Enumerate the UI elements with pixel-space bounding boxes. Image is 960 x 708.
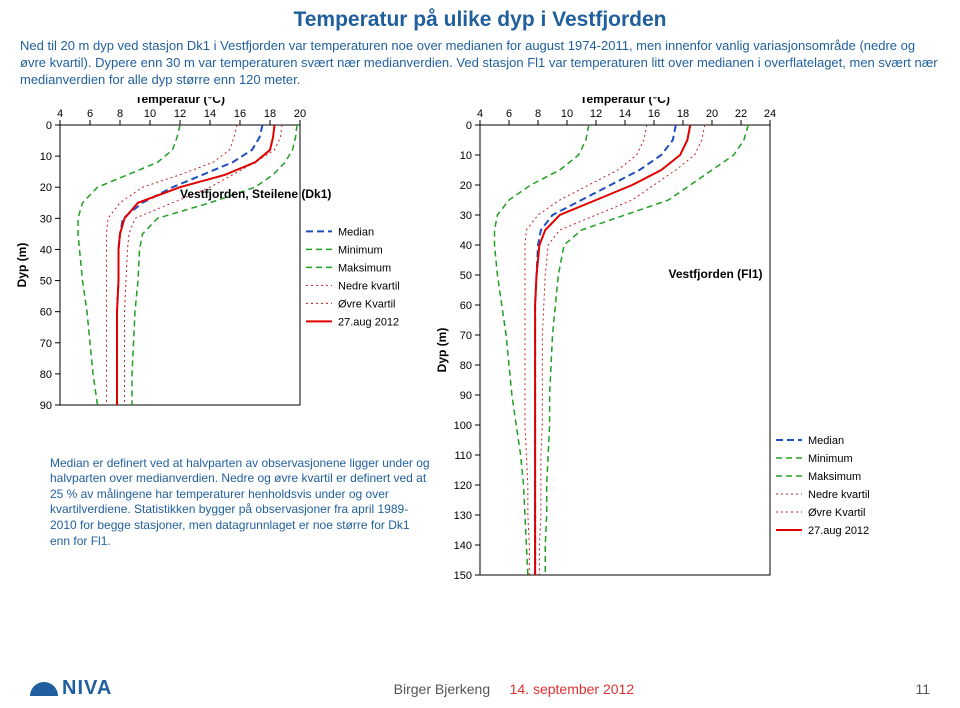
svg-text:Øvre Kvartil: Øvre Kvartil <box>338 298 395 310</box>
niva-logo: NIVA <box>30 677 112 700</box>
svg-text:16: 16 <box>234 108 246 120</box>
svg-text:150: 150 <box>454 570 472 582</box>
svg-text:8: 8 <box>535 108 541 120</box>
svg-text:70: 70 <box>40 337 52 349</box>
svg-text:18: 18 <box>264 108 276 120</box>
svg-text:Nedre kvartil: Nedre kvartil <box>808 489 870 501</box>
caption-text: Median er definert ved at halvparten av … <box>50 456 430 550</box>
svg-text:12: 12 <box>590 108 602 120</box>
svg-text:6: 6 <box>506 108 512 120</box>
svg-text:Nedre kvartil: Nedre kvartil <box>338 280 400 292</box>
svg-text:30: 30 <box>40 213 52 225</box>
intro-text: Ned til 20 m dyp ved stasjon Dk1 i Vestf… <box>20 38 940 89</box>
svg-text:Minimum: Minimum <box>808 453 853 465</box>
svg-text:27.aug 2012: 27.aug 2012 <box>808 525 869 537</box>
svg-text:50: 50 <box>460 270 472 282</box>
svg-text:6: 6 <box>87 108 93 120</box>
svg-text:Median: Median <box>338 226 374 238</box>
footer-author: Birger Bjerkeng <box>394 681 491 697</box>
svg-text:20: 20 <box>460 180 472 192</box>
svg-text:14: 14 <box>619 108 631 120</box>
svg-text:0: 0 <box>466 120 472 132</box>
svg-text:4: 4 <box>477 108 483 120</box>
svg-text:20: 20 <box>706 108 718 120</box>
svg-text:0: 0 <box>46 120 52 132</box>
svg-text:18: 18 <box>677 108 689 120</box>
svg-text:60: 60 <box>40 306 52 318</box>
svg-text:70: 70 <box>460 330 472 342</box>
svg-text:90: 90 <box>460 390 472 402</box>
svg-text:90: 90 <box>40 400 52 412</box>
svg-text:60: 60 <box>460 300 472 312</box>
svg-text:10: 10 <box>460 150 472 162</box>
svg-text:20: 20 <box>40 182 52 194</box>
svg-text:100: 100 <box>454 420 472 432</box>
svg-text:Temperatur (°C): Temperatur (°C) <box>580 97 670 106</box>
svg-text:Dyp (m): Dyp (m) <box>15 242 29 287</box>
svg-text:16: 16 <box>648 108 660 120</box>
svg-text:110: 110 <box>454 450 472 462</box>
svg-text:27.aug 2012: 27.aug 2012 <box>338 316 399 328</box>
footer-center: Birger Bjerkeng 14. september 2012 <box>394 681 634 697</box>
svg-text:24: 24 <box>764 108 776 120</box>
svg-text:Temperatur (°C): Temperatur (°C) <box>135 97 225 106</box>
page-title: Temperatur på ulike dyp i Vestfjorden <box>0 8 960 32</box>
svg-text:22: 22 <box>735 108 747 120</box>
svg-text:Vestfjorden (Fl1): Vestfjorden (Fl1) <box>669 267 763 281</box>
svg-text:120: 120 <box>454 480 472 492</box>
svg-text:12: 12 <box>174 108 186 120</box>
footer: NIVA Birger Bjerkeng 14. september 2012 … <box>0 677 960 700</box>
charts-row: 468101214161820Temperatur (°C)0102030405… <box>10 97 950 612</box>
svg-text:10: 10 <box>144 108 156 120</box>
svg-text:30: 30 <box>460 210 472 222</box>
svg-text:Dyp (m): Dyp (m) <box>435 327 449 372</box>
svg-text:14: 14 <box>204 108 216 120</box>
chart-dk1: 4 6 8 10 12 14 16 18 20 Temperatur (°C) 0 10 20 30 40 5… <box>10 97 430 612</box>
svg-text:Øvre Kvartil: Øvre Kvartil <box>808 507 865 519</box>
chart-fl1: 4 6 8 10 12 14 16 18 20 22 24 Temperatur (°C) 0 10 20 3… <box>430 97 910 612</box>
svg-text:80: 80 <box>460 360 472 372</box>
svg-text:40: 40 <box>460 240 472 252</box>
svg-text:10: 10 <box>561 108 573 120</box>
svg-text:Median: Median <box>808 435 844 447</box>
svg-text:4: 4 <box>57 108 63 120</box>
svg-text:40: 40 <box>40 244 52 256</box>
svg-text:80: 80 <box>40 369 52 381</box>
page-number: 11 <box>915 681 930 697</box>
svg-text:Maksimum: Maksimum <box>808 471 861 483</box>
svg-text:Maksimum: Maksimum <box>338 262 391 274</box>
svg-text:140: 140 <box>454 540 472 552</box>
svg-text:20: 20 <box>294 108 306 120</box>
svg-text:50: 50 <box>40 275 52 287</box>
svg-text:Minimum: Minimum <box>338 244 383 256</box>
svg-text:8: 8 <box>117 108 123 120</box>
svg-text:130: 130 <box>454 510 472 522</box>
svg-text:Vestfjorden, Steilene (Dk1): Vestfjorden, Steilene (Dk1) <box>180 186 331 200</box>
footer-date: 14. september 2012 <box>510 681 635 697</box>
svg-text:10: 10 <box>40 151 52 163</box>
